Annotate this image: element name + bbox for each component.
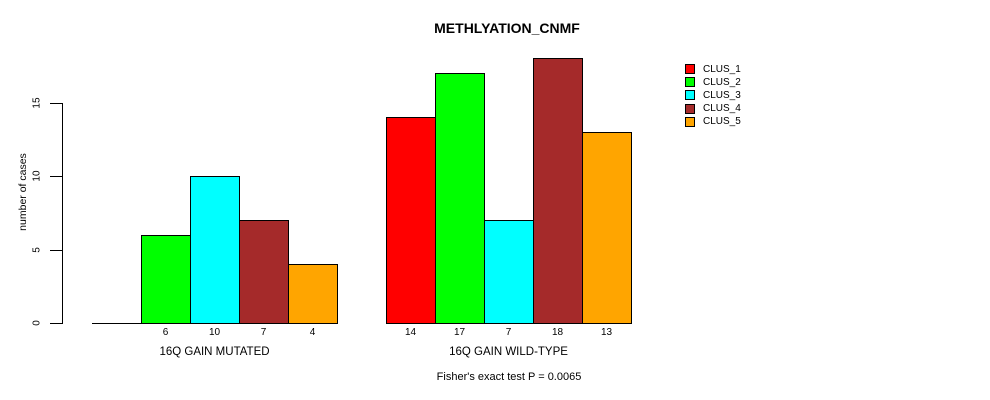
y-axis-title: number of cases: [17, 153, 29, 231]
bar-value-label: 7: [260, 327, 267, 338]
y-tick-label: 15: [31, 96, 43, 109]
y-tick-label: 10: [31, 170, 43, 182]
bar-clus_3: [484, 220, 534, 324]
bar-clus_2: [141, 234, 191, 324]
legend-swatch-clus_2: [685, 77, 695, 88]
bar-clus_5: [582, 131, 632, 324]
bar-value-label: 13: [600, 327, 613, 338]
legend-label: CLUS_4: [703, 103, 741, 115]
bar-clus_1: [386, 117, 436, 324]
y-axis-line: [62, 102, 63, 324]
fisher-test-footnote: Fisher's exact test P = 0.0065: [436, 371, 582, 383]
bar-clus_4: [239, 220, 289, 324]
y-tick-mark: [50, 176, 62, 177]
legend-swatch-clus_1: [685, 64, 695, 74]
chart-title: METHLYATION_CNMF: [434, 20, 580, 36]
bar-clus_3: [190, 176, 240, 324]
bar-value-label: 7: [505, 327, 512, 338]
legend-label: CLUS_1: [703, 63, 741, 75]
bar-clus_4: [533, 58, 583, 324]
group-label: 16Q GAIN WILD-TYPE: [449, 346, 568, 358]
bar-clus_2: [435, 73, 485, 324]
y-tick-mark: [50, 323, 62, 324]
y-tick-mark: [50, 249, 62, 251]
bar-clus_5: [288, 264, 338, 324]
legend-swatch-clus_4: [685, 103, 695, 114]
legend-swatch-clus_5: [685, 116, 695, 127]
y-tick-label: 0: [31, 320, 43, 326]
bar-value-label: 10: [208, 327, 221, 338]
legend-label: CLUS_2: [703, 76, 741, 88]
bar-value-label: 6: [162, 327, 169, 338]
group-label: 16Q GAIN MUTATED: [159, 346, 270, 358]
legend-label: CLUS_3: [703, 89, 741, 101]
legend-label: CLUS_5: [703, 116, 741, 128]
bar-value-label: 18: [551, 327, 564, 338]
legend-swatch-clus_3: [685, 90, 695, 101]
y-tick-mark: [50, 102, 62, 104]
y-tick-label: 5: [31, 246, 43, 253]
bar-value-label: 17: [453, 327, 466, 338]
bar-value-label: 4: [309, 327, 316, 338]
zero-height-bar-clus_1: [92, 323, 142, 324]
bar-value-label: 14: [404, 327, 417, 338]
